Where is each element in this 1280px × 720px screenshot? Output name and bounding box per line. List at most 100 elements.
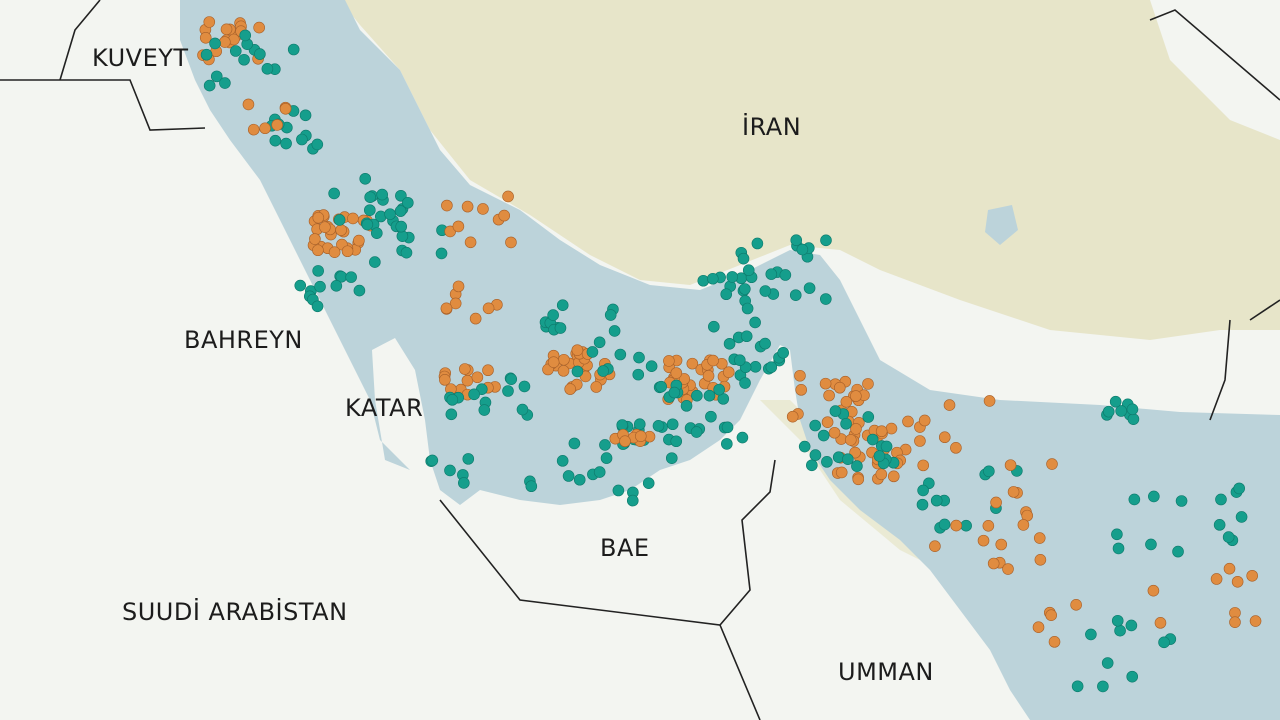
orange-point bbox=[341, 245, 354, 258]
teal-point bbox=[573, 473, 586, 486]
teal-point bbox=[1145, 538, 1157, 551]
teal-point bbox=[930, 494, 943, 507]
orange-point bbox=[794, 369, 806, 382]
teal-point bbox=[314, 280, 326, 293]
teal-point bbox=[739, 377, 751, 389]
teal-point bbox=[312, 265, 324, 277]
teal-point bbox=[238, 53, 250, 66]
teal-point bbox=[691, 389, 703, 402]
teal-point bbox=[400, 246, 413, 259]
orange-point bbox=[449, 297, 462, 310]
teal-point bbox=[269, 134, 282, 147]
teal-point bbox=[741, 302, 754, 315]
orange-point bbox=[271, 119, 284, 131]
teal-point bbox=[1111, 528, 1123, 541]
orange-point bbox=[1048, 636, 1061, 648]
orange-point bbox=[328, 246, 341, 259]
teal-point bbox=[721, 421, 734, 434]
orange-point bbox=[950, 442, 962, 454]
teal-point bbox=[200, 48, 213, 61]
orange-point bbox=[505, 236, 517, 249]
teal-point bbox=[604, 309, 617, 321]
teal-point bbox=[345, 271, 357, 283]
teal-point bbox=[983, 465, 995, 478]
teal-point bbox=[229, 45, 242, 57]
orange-point bbox=[875, 425, 888, 438]
teal-point bbox=[597, 365, 609, 377]
orange-point bbox=[279, 102, 292, 115]
orange-point bbox=[247, 123, 260, 136]
teal-point bbox=[1235, 511, 1248, 523]
teal-point bbox=[707, 272, 719, 285]
teal-point bbox=[402, 196, 414, 209]
teal-point bbox=[680, 400, 693, 412]
orange-point bbox=[1154, 617, 1167, 629]
orange-point bbox=[1246, 569, 1258, 582]
orange-point bbox=[902, 415, 914, 428]
teal-point bbox=[353, 284, 366, 297]
orange-point bbox=[464, 236, 477, 249]
teal-point bbox=[751, 237, 764, 250]
label-saudi-arabia: SUUDİ ARABİSTAN bbox=[122, 598, 348, 626]
teal-point bbox=[361, 218, 374, 231]
orange-point bbox=[786, 410, 799, 423]
teal-point bbox=[1127, 413, 1140, 425]
teal-point bbox=[720, 288, 733, 301]
orange-point bbox=[469, 312, 482, 325]
teal-point bbox=[690, 426, 703, 438]
teal-point bbox=[280, 137, 292, 150]
teal-point bbox=[446, 394, 459, 406]
teal-point bbox=[740, 330, 753, 343]
orange-point bbox=[795, 384, 808, 396]
teal-point bbox=[851, 460, 863, 472]
orange-point bbox=[849, 446, 861, 459]
teal-point bbox=[817, 429, 830, 442]
teal-point bbox=[364, 191, 376, 204]
orange-point bbox=[914, 435, 926, 447]
teal-point bbox=[468, 388, 480, 401]
orange-point bbox=[987, 557, 1000, 570]
teal-point bbox=[1097, 680, 1109, 693]
orange-point bbox=[571, 344, 584, 356]
orange-point bbox=[347, 212, 359, 225]
teal-point bbox=[668, 386, 681, 399]
orange-point bbox=[1231, 575, 1244, 588]
teal-point bbox=[862, 411, 875, 423]
orange-point bbox=[1017, 519, 1030, 531]
label-uae: BAE bbox=[600, 534, 650, 562]
teal-point bbox=[209, 37, 221, 50]
teal-point bbox=[586, 346, 599, 358]
teal-point bbox=[562, 470, 575, 482]
teal-point bbox=[445, 408, 458, 421]
orange-point bbox=[482, 364, 494, 377]
teal-point bbox=[554, 322, 567, 334]
teal-point bbox=[502, 385, 514, 397]
orange-point bbox=[502, 190, 514, 203]
teal-point bbox=[462, 453, 475, 465]
orange-point bbox=[840, 396, 853, 408]
orange-point bbox=[850, 423, 862, 435]
teal-point bbox=[1109, 395, 1122, 408]
teal-point bbox=[299, 109, 312, 122]
teal-point bbox=[749, 361, 762, 373]
teal-point bbox=[296, 133, 308, 146]
teal-point bbox=[518, 380, 531, 393]
teal-point bbox=[1071, 680, 1084, 693]
teal-point bbox=[670, 435, 683, 448]
teal-point bbox=[1213, 519, 1226, 531]
teal-point bbox=[917, 484, 929, 497]
orange-point bbox=[663, 355, 675, 367]
orange-point bbox=[1210, 573, 1223, 585]
teal-point bbox=[759, 285, 772, 297]
teal-point bbox=[652, 420, 665, 432]
teal-point bbox=[1222, 531, 1235, 543]
teal-point bbox=[798, 440, 811, 453]
orange-point bbox=[335, 224, 347, 236]
teal-point bbox=[880, 440, 893, 453]
orange-point bbox=[1033, 532, 1046, 544]
orange-point bbox=[950, 519, 963, 532]
teal-point bbox=[809, 449, 822, 461]
orange-point bbox=[823, 389, 835, 402]
